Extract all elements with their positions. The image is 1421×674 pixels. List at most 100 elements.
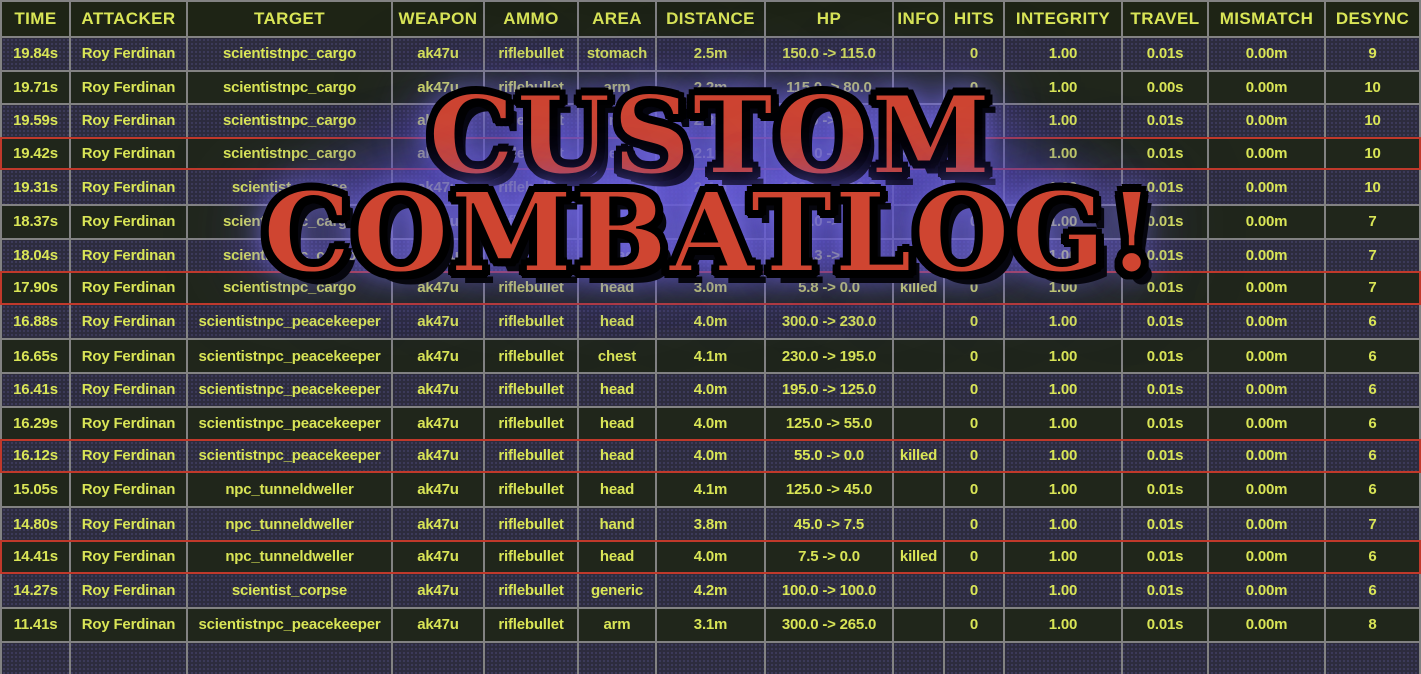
cell-travel [1123, 642, 1209, 674]
cell-distance: 3.0m [657, 273, 766, 303]
cell-mismatch: 0.00m [1209, 508, 1326, 540]
cell-integrity: 1.00 [1005, 304, 1123, 339]
cell-integrity: 1.00 [1005, 105, 1123, 137]
cell-time: 14.80s [2, 508, 71, 540]
cell-hits: 0 [945, 373, 1005, 406]
cell-info: killed [894, 273, 945, 303]
cell-area: head [579, 407, 657, 440]
cell-hp: 100.0 -> 100.0 [766, 573, 894, 608]
cell-hp: 230.0 -> 195.0 [766, 340, 894, 372]
cell-integrity: 1.00 [1005, 71, 1123, 104]
cell-hits: 0 [945, 170, 1005, 204]
cell-weapon: ak47u [393, 71, 485, 104]
cell-mismatch: 0.00m [1209, 105, 1326, 137]
cell-desync: 6 [1368, 481, 1377, 499]
cell-desync: 6 [1368, 447, 1377, 465]
cell-time: 16.12s [2, 441, 71, 471]
cell-hp: 300.0 -> 265.0 [766, 609, 894, 641]
cell-hp: 7.5 -> 0.0 [766, 541, 894, 572]
cell-ammo: riflebullet [485, 304, 579, 339]
cell-weapon: ak47u [393, 38, 485, 70]
cell-target: npc_tunneldweller [188, 541, 393, 572]
cell-integrity: 1.00 [1005, 138, 1123, 169]
cell-ammo: riflebullet [485, 609, 579, 641]
cell-desync: 7 [1368, 246, 1377, 264]
header-cell-area: AREA [579, 2, 657, 36]
cell-target: scientist_corpse [188, 170, 393, 204]
cell-distance: 4.0m [657, 541, 766, 572]
cell-attacker: Roy Ferdinan [71, 239, 188, 272]
log-row: 14.41s Roy Ferdinan npc_tunneldweller ak47u… [0, 539, 1421, 574]
header-cell-time: TIME [2, 2, 71, 36]
cell-info [894, 340, 945, 372]
cell-desync: 8 [1368, 616, 1377, 634]
cell-attacker: Roy Ferdinan [71, 373, 188, 406]
cell-ammo: riflebullet [485, 205, 579, 238]
cell-desync [1326, 643, 1419, 674]
cell-time: 19.59s [2, 105, 71, 137]
cell-area: head [579, 239, 657, 272]
cell-info [894, 170, 945, 204]
cell-desync: 7 [1368, 515, 1377, 533]
cell-mismatch: 0.00m [1209, 138, 1326, 169]
log-row: 16.41s Roy Ferdinan scientistnpc_peacekeep… [0, 371, 1421, 406]
cell-info [894, 508, 945, 540]
cell-integrity: 1.00 [1005, 170, 1123, 204]
cell-weapon: ak47u [393, 170, 485, 204]
cell-distance: 3.1m [657, 609, 766, 641]
cell-info [894, 573, 945, 608]
cell-area: head [579, 541, 657, 572]
cell-attacker: Roy Ferdinan [71, 541, 188, 572]
cell-desync: 6 [1368, 381, 1377, 399]
cell-target [188, 642, 393, 674]
header-cell-hp: HP [766, 2, 894, 36]
cell-target: npc_tunneldweller [188, 472, 393, 507]
cell-desync: 10 [1364, 178, 1381, 196]
cell-travel: 0.01s [1123, 441, 1209, 471]
log-row: 16.88s Roy Ferdinan scientistnpc_peacekeep… [0, 304, 1421, 339]
cell-info [894, 205, 945, 238]
cell-hits: 0 [945, 441, 1005, 471]
cell-attacker: Roy Ferdinan [71, 138, 188, 169]
cell-area: hand [579, 508, 657, 540]
cell-info [894, 105, 945, 137]
cell-attacker: Roy Ferdinan [71, 441, 188, 471]
cell-weapon: ak47u [393, 441, 485, 471]
cell-distance: 2.3m [657, 105, 766, 137]
cell-travel: 0.01s [1123, 138, 1209, 169]
cell-ammo: riflebullet [485, 170, 579, 204]
cell-weapon: ak47u [393, 609, 485, 641]
cell-weapon: ak47u [393, 472, 485, 507]
cell-time [2, 642, 71, 674]
header-cell-hits: HITS [945, 2, 1005, 36]
cell-info [894, 38, 945, 70]
log-row: 19.42s Roy Ferdinan scientistnpc_cargo ak47… [0, 136, 1421, 171]
cell-weapon: ak47u [393, 239, 485, 272]
cell-attacker: Roy Ferdinan [71, 105, 188, 137]
header-cell-ammo: AMMO [485, 2, 579, 36]
cell-travel: 0.01s [1123, 239, 1209, 272]
cell-hits: 0 [945, 239, 1005, 272]
cell-hp: 5.8 -> 0.0 [766, 273, 894, 303]
cell-distance: 2.2m [657, 71, 766, 104]
log-row: 17.90s Roy Ferdinan scientistnpc_cargo ak47… [0, 271, 1421, 305]
cell-area: generic [579, 573, 657, 608]
header-cell-integrity: INTEGRITY [1005, 2, 1123, 36]
cell-hits: 0 [945, 304, 1005, 339]
cell-distance: 2.1m [657, 138, 766, 169]
cell-mismatch: 0.00m [1209, 239, 1326, 272]
cell-hp: 125.0 -> 45.0 [766, 472, 894, 507]
cell-attacker: Roy Ferdinan [71, 71, 188, 104]
cell-area: head [579, 373, 657, 406]
cell-target: scientistnpc_cargo [188, 105, 393, 137]
cell-ammo: riflebullet [485, 373, 579, 406]
log-row: 19.84s Roy Ferdinan scientistnpc_cargo ak47… [0, 36, 1421, 70]
cell-desync: 6 [1368, 313, 1377, 331]
cell-time: 16.41s [2, 373, 71, 406]
cell-attacker: Roy Ferdinan [71, 340, 188, 372]
cell-hits: 0 [945, 407, 1005, 440]
log-row: 15.05s Roy Ferdinan npc_tunneldweller ak47u… [0, 472, 1421, 507]
log-row: 18.37s Roy Ferdinan scientistnpc_cargo ak47… [0, 203, 1421, 238]
cell-info [894, 609, 945, 641]
